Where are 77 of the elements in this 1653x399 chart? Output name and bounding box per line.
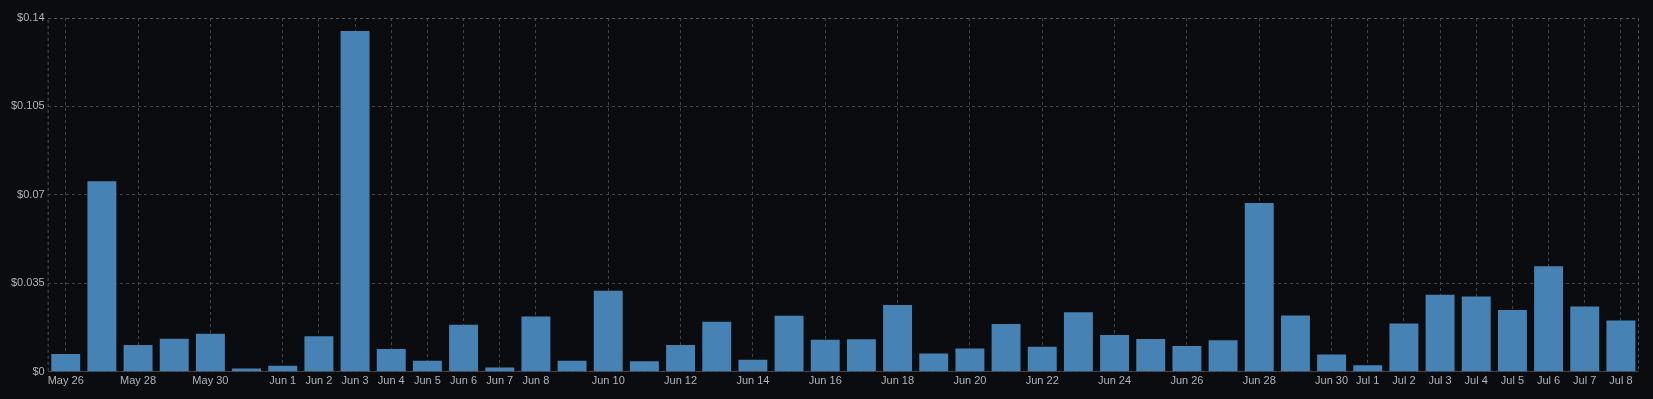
x-tick-label: Jul 7 bbox=[1573, 374, 1597, 387]
y-tick-label: $0.14 bbox=[17, 11, 45, 24]
bar bbox=[51, 354, 81, 372]
x-tick-label: Jun 18 bbox=[881, 374, 915, 387]
bar bbox=[376, 349, 406, 372]
bar bbox=[593, 290, 623, 372]
x-tick-label: Jun 3 bbox=[341, 374, 369, 387]
bar bbox=[1280, 315, 1310, 372]
bar bbox=[340, 30, 370, 372]
bar bbox=[1389, 323, 1419, 372]
bar bbox=[1136, 338, 1166, 372]
x-tick-label: Jun 20 bbox=[953, 374, 987, 387]
bar bbox=[846, 339, 876, 372]
bar bbox=[629, 361, 659, 372]
x-tick-label: Jun 22 bbox=[1025, 374, 1059, 387]
y-tick-label: $0.105 bbox=[10, 99, 45, 112]
x-tick-label: May 26 bbox=[47, 374, 84, 387]
y-tick-label: $0.07 bbox=[17, 187, 45, 200]
bar bbox=[268, 365, 298, 372]
bar bbox=[1461, 296, 1491, 372]
y-tick-label: $0.035 bbox=[10, 276, 45, 289]
x-tick-label: Jun 6 bbox=[450, 374, 478, 387]
bar bbox=[955, 348, 985, 372]
x-tick-label: Jun 7 bbox=[486, 374, 514, 387]
x-tick-label: Jun 12 bbox=[664, 374, 698, 387]
bar bbox=[449, 324, 479, 372]
bar bbox=[304, 336, 334, 372]
x-tick-label: Jun 28 bbox=[1242, 374, 1276, 387]
bar bbox=[159, 338, 189, 372]
bar bbox=[666, 345, 696, 372]
x-tick-label: Jun 14 bbox=[736, 374, 770, 387]
bar bbox=[1208, 340, 1238, 372]
bar bbox=[1425, 294, 1455, 372]
bar bbox=[1497, 309, 1527, 372]
x-tick-label: Jun 16 bbox=[808, 374, 842, 387]
x-tick-label: Jun 10 bbox=[591, 374, 625, 387]
x-tick-label: May 28 bbox=[120, 374, 157, 387]
x-tick-label: Jun 30 bbox=[1315, 374, 1349, 387]
x-tick-label: May 30 bbox=[192, 374, 229, 387]
x-tick-label: Jul 2 bbox=[1392, 374, 1416, 387]
bar bbox=[1606, 320, 1636, 372]
x-tick-label: Jun 5 bbox=[413, 374, 441, 387]
x-tick-label: Jul 4 bbox=[1464, 374, 1488, 387]
bar bbox=[738, 359, 768, 372]
x-tick-label: Jun 26 bbox=[1170, 374, 1204, 387]
bar bbox=[919, 353, 949, 372]
bar bbox=[702, 321, 732, 372]
bar bbox=[1172, 346, 1202, 372]
bar bbox=[1534, 266, 1564, 372]
bar bbox=[123, 345, 153, 372]
x-tick-label: Jul 6 bbox=[1536, 374, 1561, 387]
bar bbox=[1100, 334, 1130, 372]
x-tick-label: Jul 1 bbox=[1356, 374, 1380, 387]
bar bbox=[195, 333, 225, 372]
bar bbox=[1353, 365, 1383, 372]
bar bbox=[1027, 346, 1057, 372]
x-tick-label: Jul 3 bbox=[1428, 374, 1452, 387]
bar bbox=[521, 316, 551, 372]
x-tick-label: Jul 8 bbox=[1609, 374, 1633, 387]
bar bbox=[883, 305, 913, 372]
bar bbox=[412, 360, 442, 372]
bar bbox=[1570, 306, 1600, 372]
x-tick-label: Jun 8 bbox=[522, 374, 550, 387]
x-tick-label: Jun 2 bbox=[305, 374, 333, 387]
bar bbox=[1317, 354, 1347, 372]
x-tick-label: Jun 4 bbox=[377, 374, 405, 387]
bar bbox=[1244, 202, 1274, 372]
bar bbox=[991, 324, 1021, 372]
bar bbox=[87, 181, 117, 372]
x-tick-label: Jun 24 bbox=[1098, 374, 1132, 387]
bar bbox=[774, 315, 804, 372]
bar bbox=[557, 360, 587, 372]
x-tick-label: Jun 1 bbox=[269, 374, 297, 387]
y-tick-label: $0 bbox=[32, 364, 45, 377]
bar bbox=[810, 339, 840, 372]
bar bbox=[1063, 312, 1093, 372]
x-tick-label: Jul 5 bbox=[1500, 374, 1525, 387]
